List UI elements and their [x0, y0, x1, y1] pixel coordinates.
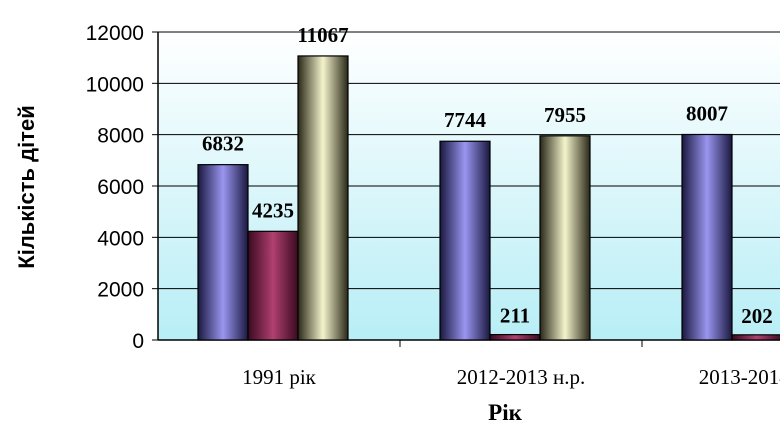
x-tick-label: 2012-2013 н.р.	[457, 365, 585, 389]
bar	[539, 135, 591, 341]
y-tick-label: 10000	[86, 73, 144, 96]
bar	[439, 140, 491, 341]
bars	[197, 55, 780, 341]
y-axis-title: Кількість дітей	[14, 105, 39, 268]
data-label: 7955	[544, 103, 586, 127]
data-label: 7744	[444, 108, 487, 132]
bar	[489, 333, 541, 341]
bar	[247, 230, 299, 341]
x-tick-label: 1991 рік	[242, 365, 317, 389]
data-label: 211	[500, 304, 530, 328]
x-axis: 1991 рік 2012-2013 н.р. 2013-2014 н.р.	[158, 339, 780, 389]
bar	[197, 164, 249, 341]
data-label: 4235	[252, 198, 294, 222]
bar	[297, 55, 349, 341]
y-tick-label: 4000	[97, 227, 144, 250]
y-tick-label: 0	[132, 330, 144, 353]
x-axis-title: Рік	[488, 400, 522, 425]
x-tick-label: 2013-2014 н.р.	[699, 365, 780, 389]
y-tick-label: 6000	[97, 176, 144, 199]
y-tick-label: 12000	[86, 22, 144, 45]
y-axis: 0 2000 4000 6000 8000 10000 12000	[86, 22, 159, 353]
data-labels: 6832423511067774421179558007202820	[202, 23, 773, 328]
y-tick-label: 2000	[97, 279, 144, 302]
data-label: 202	[741, 304, 773, 328]
data-label: 8007	[686, 101, 728, 125]
bar	[681, 133, 733, 341]
data-label: 6832	[202, 132, 244, 156]
data-label: 11067	[297, 23, 348, 47]
bar	[731, 334, 780, 341]
y-tick-label: 8000	[97, 125, 144, 148]
